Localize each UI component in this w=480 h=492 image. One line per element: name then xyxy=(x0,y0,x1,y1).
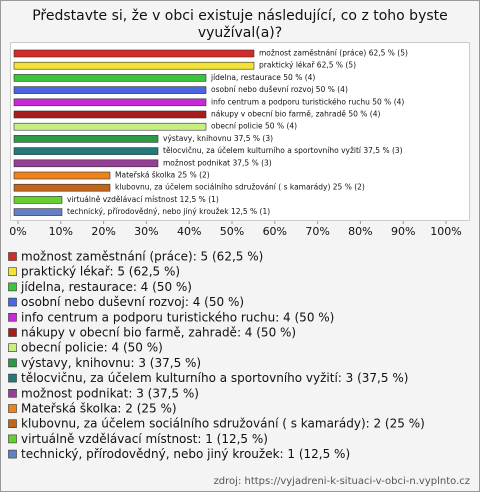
x-tick-label: 0% xyxy=(9,225,26,238)
legend-swatch xyxy=(8,388,17,398)
legend-swatch xyxy=(8,404,17,413)
legend-swatch xyxy=(8,373,17,383)
data-label: virtuálně vzdělávací místnost 12,5 % (1) xyxy=(67,195,219,204)
x-tick-label: 20% xyxy=(91,225,115,238)
data-label: obecní policie 50 % (4) xyxy=(211,122,297,131)
legend-label: nákupy v obecní bio farmě, zahradě: 4 (5… xyxy=(21,326,296,340)
x-tick-label: 60% xyxy=(263,225,287,238)
legend-label: praktický lékař: 5 (62,5 %) xyxy=(21,265,180,279)
x-tick-label: 70% xyxy=(305,225,329,238)
legend-swatch xyxy=(8,449,17,459)
legend-label: výstavy, knihovnu: 3 (37,5 %) xyxy=(21,356,201,370)
data-label: nákupy v obecní bio farmě, zahradě 50 % … xyxy=(211,110,380,119)
legend-label: klubovnu, za účelem sociálního sdružován… xyxy=(21,417,425,431)
legend-swatch xyxy=(8,252,17,261)
legend-label: obecní policie: 4 (50 %) xyxy=(21,341,163,355)
legend-swatch xyxy=(8,312,17,322)
x-tick-label: 40% xyxy=(177,225,201,238)
bar xyxy=(13,196,63,204)
legend-swatch xyxy=(8,358,17,368)
legend-label: virtuálně vzdělávací místnost: 1 (12,5 %… xyxy=(21,432,268,446)
data-label: jídelna, restaurace 50 % (4) xyxy=(210,73,315,82)
x-tick-label: 100% xyxy=(430,225,461,238)
legend-label: tělocvičnu, za účelem kulturního a sport… xyxy=(21,371,408,385)
data-label: klubovnu, za účelem sociálního sdružován… xyxy=(115,183,365,192)
bar xyxy=(13,49,255,58)
legend-swatch xyxy=(8,419,17,429)
bar xyxy=(13,122,207,131)
chart-title: Představte si, že v obci existuje násled… xyxy=(32,8,448,41)
bar xyxy=(13,98,207,107)
legend-swatch xyxy=(8,282,17,292)
legend-swatch xyxy=(8,328,17,337)
bar xyxy=(13,86,207,94)
x-tick-label: 30% xyxy=(134,225,158,238)
legend-label: info centrum a podporu turistického ruch… xyxy=(21,310,334,324)
legend-label: technický, přírodovědný, nebo jiný krouž… xyxy=(21,447,350,461)
legend-label: osobní nebo duševní rozvoj: 4 (50 %) xyxy=(21,295,244,309)
legend-label: Mateřská školka: 2 (25 %) xyxy=(21,402,177,416)
data-label: praktický lékař 62,5 % (5) xyxy=(259,61,356,70)
data-label: možnost zaměstnání (práce) 62,5 % (5) xyxy=(259,49,408,58)
bar xyxy=(13,208,63,216)
data-label: výstavy, knihovnu 37,5 % (3) xyxy=(163,134,273,143)
bar xyxy=(13,171,111,180)
bar xyxy=(13,183,111,192)
data-label: tělocvičnu, za účelem kulturního a sport… xyxy=(163,146,403,155)
legend-label: možnost podnikat: 3 (37,5 %) xyxy=(21,386,199,400)
bar xyxy=(13,74,207,82)
data-label: Mateřská školka 25 % (2) xyxy=(115,171,210,180)
data-label: osobní nebo duševní rozvoj 50 % (4) xyxy=(211,85,348,94)
bar xyxy=(13,135,159,143)
x-tick-label: 50% xyxy=(220,225,244,238)
bar xyxy=(13,147,159,155)
legend-swatch xyxy=(8,343,17,353)
legend-label: jídelna, restaurace: 4 (50 %) xyxy=(20,280,192,294)
data-label: technický, přírodovědný, nebo jiný krouž… xyxy=(67,207,270,216)
bar xyxy=(13,61,255,70)
source: zdroj: https://vyjadreni-k-situaci-v-obc… xyxy=(214,476,470,487)
x-tick-label: 90% xyxy=(391,225,415,238)
legend-label: možnost zaměstnání (práce): 5 (62,5 %) xyxy=(21,250,263,264)
data-label: info centrum a podporu turistického ruch… xyxy=(211,97,404,106)
legend-swatch xyxy=(8,267,17,277)
data-label: možnost podnikat 37,5 % (3) xyxy=(163,158,272,167)
bar xyxy=(13,159,159,168)
x-tick-label: 10% xyxy=(49,225,73,238)
legend-swatch xyxy=(8,297,17,307)
bar xyxy=(13,110,207,119)
x-tick-label: 80% xyxy=(348,225,372,238)
legend-swatch xyxy=(8,434,17,444)
